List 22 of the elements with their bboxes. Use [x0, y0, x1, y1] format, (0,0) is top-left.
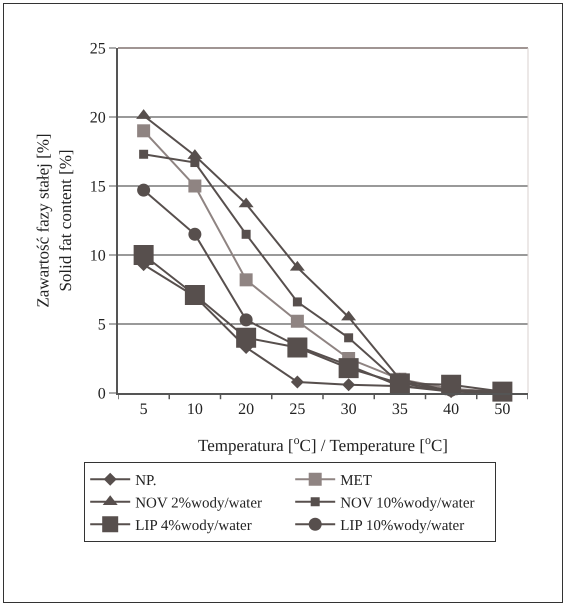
- x-tick-label: 5: [140, 401, 148, 418]
- x-tick-label: 50: [494, 401, 510, 418]
- x-tick-label: 40: [443, 401, 460, 418]
- legend-label: LIP 10%wody/water: [340, 518, 464, 534]
- x-tick-label: 25: [289, 401, 306, 418]
- legend-label: NOV 10%wody/water: [340, 496, 474, 512]
- y-axis-title: Zawartość fazy stałej [%] Solid fat content [%]: [34, 133, 75, 308]
- y-tick-label: 10: [90, 248, 106, 265]
- legend-label: MET: [340, 473, 372, 490]
- legend-label: LIP 4%wody/water: [135, 518, 252, 534]
- y-tick-label: 25: [90, 40, 106, 58]
- legend-label: NP.: [135, 473, 156, 490]
- y-tick-label: 15: [90, 178, 106, 196]
- x-axis-title: Temperatura [$^{o}$C] / Temperature [$^{o}$C]: [198, 432, 448, 456]
- legend-label: NOV 2%wody/water: [135, 496, 262, 512]
- y-tick-label: 0: [98, 386, 106, 403]
- x-tick-label: 20: [238, 401, 254, 418]
- x-tick-label: 30: [340, 401, 357, 418]
- y-tick-label: 5: [98, 316, 106, 334]
- x-tick-label: 35: [392, 401, 408, 418]
- y-tick-label: 20: [90, 110, 106, 127]
- x-tick-label: 10: [186, 401, 203, 418]
